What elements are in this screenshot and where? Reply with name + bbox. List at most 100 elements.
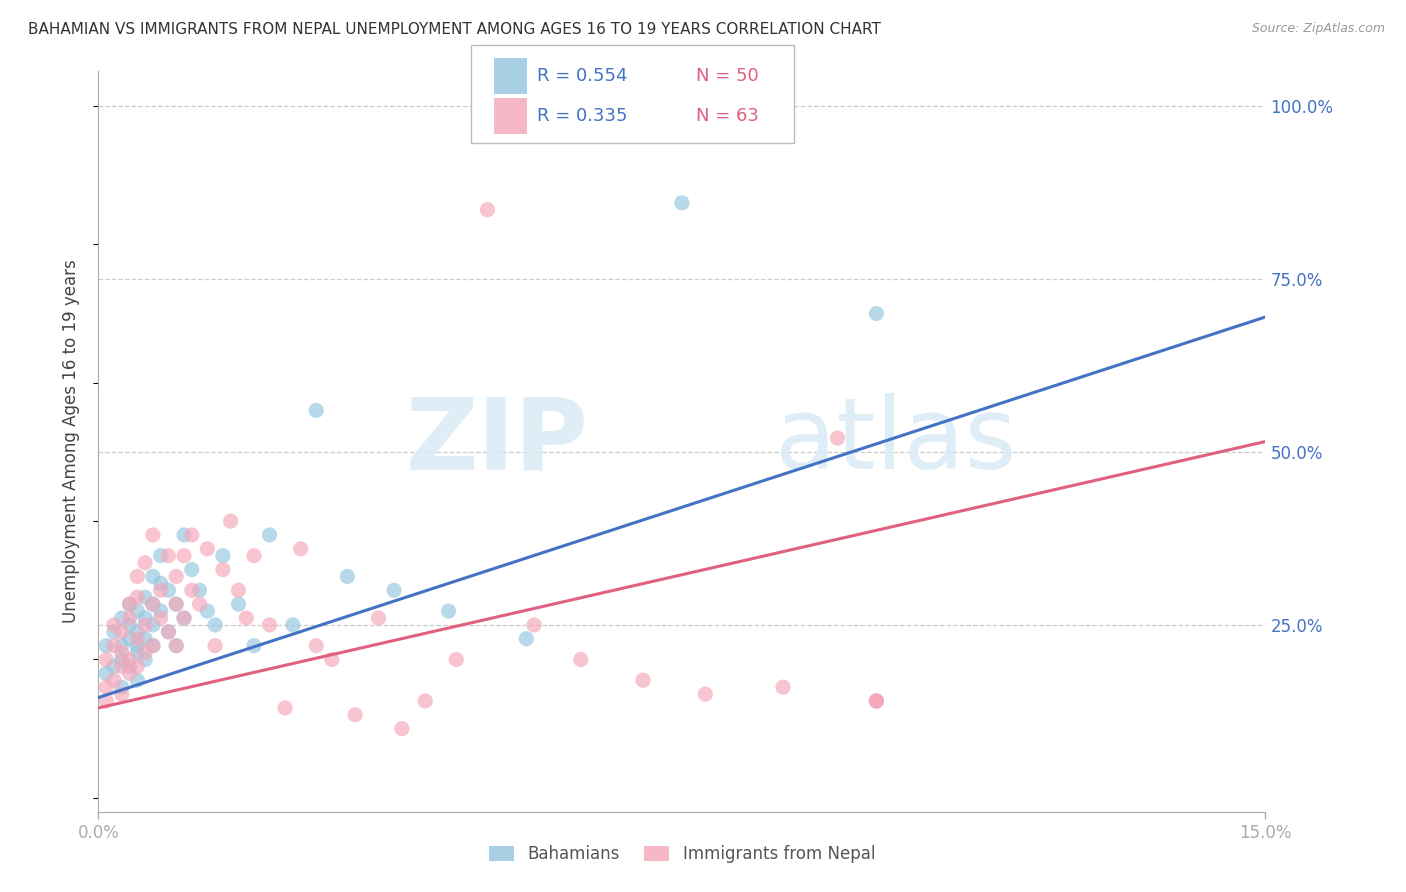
Point [134, 611, 156, 625]
Point [118, 597, 141, 611]
Point [180, 563, 202, 577]
Point [336, 569, 359, 583]
Point [305, 639, 328, 653]
Point [118, 618, 141, 632]
Point [173, 611, 195, 625]
Point [165, 597, 187, 611]
Text: Source: ZipAtlas.com: Source: ZipAtlas.com [1251, 22, 1385, 36]
Point [367, 611, 389, 625]
Point [127, 604, 149, 618]
Point [446, 652, 468, 666]
Text: ZIP: ZIP [406, 393, 589, 490]
Text: R = 0.554: R = 0.554 [537, 67, 627, 85]
Point [142, 618, 165, 632]
Point [305, 403, 328, 417]
Point [523, 618, 546, 632]
Point [149, 576, 172, 591]
Point [180, 583, 202, 598]
Point [127, 639, 149, 653]
Point [173, 528, 195, 542]
Point [212, 549, 235, 563]
Point [259, 618, 281, 632]
Point [212, 563, 235, 577]
Text: N = 50: N = 50 [696, 67, 759, 85]
Point [477, 202, 499, 217]
Point [173, 611, 195, 625]
Point [195, 541, 218, 556]
Point [165, 569, 187, 583]
Point [391, 722, 413, 736]
Point [631, 673, 654, 688]
Point [165, 639, 187, 653]
Point [149, 604, 172, 618]
Point [111, 624, 134, 639]
Point [111, 639, 134, 653]
Point [134, 632, 156, 646]
Point [103, 618, 125, 632]
Text: BAHAMIAN VS IMMIGRANTS FROM NEPAL UNEMPLOYMENT AMONG AGES 16 TO 19 YEARS CORRELA: BAHAMIAN VS IMMIGRANTS FROM NEPAL UNEMPL… [28, 22, 882, 37]
Point [149, 583, 172, 598]
Point [127, 659, 149, 673]
Point [111, 611, 134, 625]
Point [96, 639, 118, 653]
Text: N = 63: N = 63 [696, 107, 759, 125]
Point [671, 195, 693, 210]
Point [188, 583, 211, 598]
Point [235, 611, 257, 625]
Point [188, 597, 211, 611]
Point [118, 611, 141, 625]
Point [149, 611, 172, 625]
Point [243, 549, 266, 563]
Point [134, 646, 156, 660]
Legend: Bahamians, Immigrants from Nepal: Bahamians, Immigrants from Nepal [482, 838, 882, 870]
Point [118, 666, 141, 681]
Point [127, 646, 149, 660]
Point [111, 646, 134, 660]
Point [228, 597, 250, 611]
Point [569, 652, 592, 666]
Point [103, 673, 125, 688]
Point [228, 583, 250, 598]
Point [157, 583, 180, 598]
Point [103, 659, 125, 673]
Point [259, 528, 281, 542]
Point [142, 639, 165, 653]
Point [157, 624, 180, 639]
Point [865, 694, 887, 708]
Point [134, 556, 156, 570]
Text: atlas: atlas [775, 393, 1017, 490]
Point [165, 597, 187, 611]
Point [290, 541, 312, 556]
Point [865, 694, 887, 708]
Point [344, 707, 367, 722]
Point [180, 528, 202, 542]
Point [127, 569, 149, 583]
Point [437, 604, 460, 618]
Point [274, 701, 297, 715]
Point [118, 597, 141, 611]
Point [111, 687, 134, 701]
Point [413, 694, 436, 708]
Point [515, 632, 537, 646]
Point [96, 666, 118, 681]
Point [772, 680, 794, 694]
Point [118, 659, 141, 673]
Point [695, 687, 717, 701]
Point [173, 549, 195, 563]
Point [96, 652, 118, 666]
Point [127, 673, 149, 688]
Point [127, 632, 149, 646]
Point [243, 639, 266, 653]
Point [149, 549, 172, 563]
Point [157, 624, 180, 639]
Point [134, 652, 156, 666]
Point [134, 618, 156, 632]
Point [142, 569, 165, 583]
Point [142, 597, 165, 611]
Point [142, 528, 165, 542]
Point [281, 618, 304, 632]
Point [865, 694, 887, 708]
Point [103, 639, 125, 653]
Point [127, 624, 149, 639]
Point [127, 591, 149, 605]
